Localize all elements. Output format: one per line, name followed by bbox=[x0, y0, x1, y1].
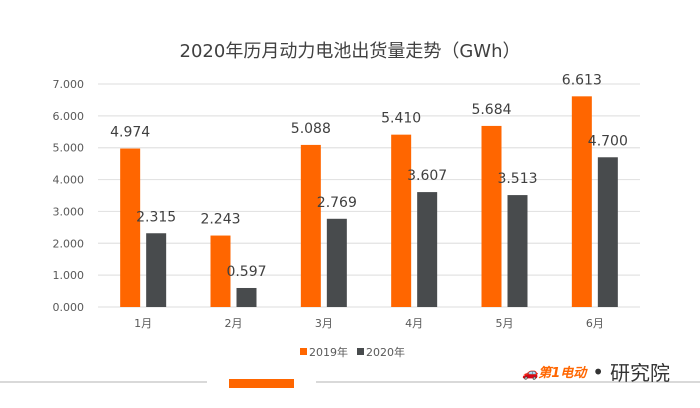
data-label: 5.088 bbox=[291, 121, 331, 137]
bar-2019年 bbox=[481, 125, 502, 307]
bar-2019年 bbox=[210, 235, 231, 307]
data-label: 3.513 bbox=[497, 171, 537, 187]
logo-dot: • bbox=[592, 359, 605, 384]
bar-2020年 bbox=[417, 192, 438, 307]
bar-2019年 bbox=[571, 96, 592, 308]
x-tick-label: 5月 bbox=[496, 317, 514, 330]
bar-2020年 bbox=[146, 233, 167, 307]
y-tick-label: 1.000 bbox=[53, 269, 85, 282]
data-label: 3.607 bbox=[407, 168, 447, 184]
bar-2019年 bbox=[391, 134, 412, 307]
legend-swatch bbox=[300, 348, 307, 355]
data-label: 5.684 bbox=[471, 102, 511, 118]
y-tick-label: 5.000 bbox=[53, 142, 85, 155]
y-tick-label: 0.000 bbox=[53, 301, 85, 314]
y-tick-label: 4.000 bbox=[53, 174, 85, 187]
y-tick-label: 2.000 bbox=[53, 237, 85, 250]
legend-label: 2019年 bbox=[309, 345, 348, 359]
bar-2019年 bbox=[300, 144, 321, 307]
data-label: 2.243 bbox=[200, 212, 240, 228]
data-label: 2.769 bbox=[317, 195, 357, 211]
data-label: 5.410 bbox=[381, 111, 421, 127]
y-tick-label: 6.000 bbox=[53, 110, 85, 123]
x-tick-label: 2月 bbox=[225, 317, 243, 330]
y-tick-label: 3.000 bbox=[53, 205, 85, 218]
data-label: 4.974 bbox=[110, 125, 150, 141]
bar-2020年 bbox=[507, 195, 528, 307]
y-tick-label: 7.000 bbox=[53, 78, 85, 91]
x-tick-label: 1月 bbox=[134, 317, 152, 330]
data-label: 2.315 bbox=[136, 209, 176, 225]
data-label: 6.613 bbox=[562, 72, 602, 88]
data-label: 4.700 bbox=[588, 133, 628, 149]
data-label: 0.597 bbox=[226, 264, 266, 280]
bar-2019年 bbox=[120, 148, 141, 307]
legend-label: 2020年 bbox=[366, 345, 405, 359]
bar-2020年 bbox=[236, 287, 257, 307]
x-tick-label: 4月 bbox=[405, 317, 423, 330]
footer-accent-bar bbox=[229, 379, 294, 388]
bar-2020年 bbox=[597, 157, 618, 307]
legend-swatch bbox=[357, 348, 364, 355]
x-tick-label: 3月 bbox=[315, 317, 333, 330]
logo-institute: 研究院 bbox=[610, 361, 671, 385]
brand-logo: 🚗第1电动 • 研究院 bbox=[522, 357, 670, 386]
x-tick-label: 6月 bbox=[586, 317, 604, 330]
bar-2020年 bbox=[326, 218, 347, 307]
chart-title: 2020年历月动力电池出货量走势（GWh） bbox=[180, 41, 521, 62]
logo-mark: 🚗第1电动 bbox=[522, 366, 587, 381]
